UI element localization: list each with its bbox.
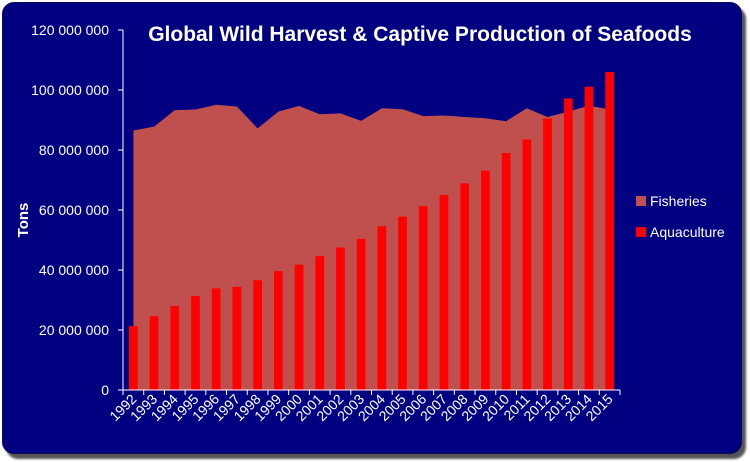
aquaculture-bar-2003 bbox=[356, 238, 366, 390]
aquaculture-bar-1995 bbox=[191, 296, 200, 390]
axes-layer: 0 20 000 000 40 000 000 60 000 000 80 000 00… bbox=[31, 22, 621, 424]
y-axis-label: Tons bbox=[15, 203, 32, 238]
legend-swatch-aquaculture bbox=[636, 227, 646, 237]
aquaculture-bar-2001 bbox=[315, 256, 325, 390]
aquaculture-bar-2012 bbox=[543, 118, 552, 390]
aquaculture-bar-2008 bbox=[460, 183, 469, 390]
legend-label-aquaculture: Aquaculture bbox=[650, 224, 725, 240]
aquaculture-bar-2002 bbox=[336, 247, 345, 390]
aquaculture-bar-1996 bbox=[211, 288, 221, 390]
aquaculture-bar-1999 bbox=[274, 271, 283, 390]
y-tick-label: 40 000 000 bbox=[39, 262, 109, 278]
aquaculture-bar-2007 bbox=[439, 195, 449, 390]
aquaculture-bar-2013 bbox=[563, 98, 573, 391]
y-tick-label: 20 000 000 bbox=[39, 322, 109, 338]
aquaculture-bar-2004 bbox=[377, 226, 387, 390]
aquaculture-bar-layer bbox=[129, 72, 614, 391]
y-tick-label: 80 000 000 bbox=[39, 142, 109, 158]
legend: Fisheries Aquaculture bbox=[636, 193, 725, 240]
fisheries-area-layer bbox=[133, 104, 610, 390]
aquaculture-bar-1998 bbox=[253, 280, 262, 390]
aquaculture-bar-2005 bbox=[398, 216, 407, 390]
chart-title: Global Wild Harvest & Captive Production… bbox=[148, 23, 692, 46]
aquaculture-bar-1997 bbox=[232, 286, 242, 390]
aquaculture-bar-2000 bbox=[294, 264, 304, 390]
aquaculture-bar-2011 bbox=[522, 139, 532, 390]
aquaculture-bar-1992 bbox=[129, 326, 138, 390]
legend-label-fisheries: Fisheries bbox=[650, 193, 707, 209]
y-tick-label: 120 000 000 bbox=[31, 22, 109, 38]
y-tick-label: 100 000 000 bbox=[31, 82, 109, 98]
legend-swatch-fisheries bbox=[636, 196, 646, 206]
aquaculture-bar-2014 bbox=[584, 86, 594, 390]
aquaculture-bar-1993 bbox=[149, 316, 159, 390]
aquaculture-bar-2010 bbox=[501, 153, 511, 390]
aquaculture-bar-2015 bbox=[605, 72, 614, 390]
aquaculture-bar-1994 bbox=[170, 306, 180, 390]
y-tick-label: 60 000 000 bbox=[39, 202, 109, 218]
aquaculture-bar-2006 bbox=[418, 206, 428, 390]
fisheries-area bbox=[133, 104, 610, 390]
y-tick-label: 0 bbox=[101, 382, 109, 398]
aquaculture-bar-2009 bbox=[481, 170, 490, 390]
